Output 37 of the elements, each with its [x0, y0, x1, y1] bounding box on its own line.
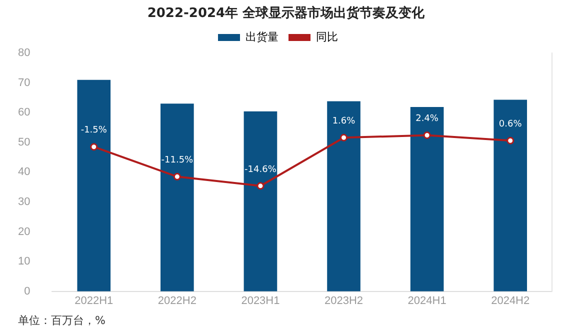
y-tick-label: 10	[18, 256, 30, 268]
y-tick-label: 30	[18, 196, 30, 208]
bar	[244, 111, 278, 292]
point	[506, 136, 514, 144]
text: 单位：百万台，%	[18, 313, 106, 328]
point	[90, 143, 98, 151]
bar	[160, 104, 194, 292]
y-tick-label: 0	[24, 285, 30, 298]
data-label: 0.6%	[498, 119, 522, 130]
legend-label: 同比	[316, 30, 338, 44]
bar	[494, 100, 528, 292]
x-tick-label: 2023H2	[324, 295, 364, 308]
point	[256, 182, 264, 190]
chart-title: 2022-2024年 全球显示器市场出货节奏及变化	[146, 4, 426, 22]
bar	[77, 80, 111, 292]
legend-label: 出货量	[246, 30, 278, 44]
point	[423, 132, 431, 139]
x-tick-label: 2024H1	[408, 295, 446, 308]
y-tick-label: 70	[18, 76, 30, 89]
bar	[410, 106, 444, 292]
x-tick-label: 2022H1	[74, 295, 114, 308]
x-tick-label: 2023H1	[241, 295, 280, 308]
point	[173, 172, 181, 180]
x-tick-label: 2022H2	[158, 295, 196, 308]
y-tick-label: 60	[18, 106, 30, 119]
y-tick-label: 50	[18, 136, 30, 148]
data-label: 2.4%	[416, 114, 439, 124]
y-tick-label: 80	[18, 47, 30, 60]
data-label: 1.6%	[332, 116, 356, 126]
bar	[327, 101, 360, 292]
x-tick-label: 2024H2	[491, 295, 530, 308]
data-label: -1.5%	[80, 126, 108, 136]
data-label: -11.5%	[161, 156, 194, 166]
y-tick-label: 40	[18, 166, 30, 178]
data-label: -14.6%	[244, 164, 277, 175]
point	[340, 134, 348, 142]
y-tick-label: 20	[18, 226, 30, 238]
